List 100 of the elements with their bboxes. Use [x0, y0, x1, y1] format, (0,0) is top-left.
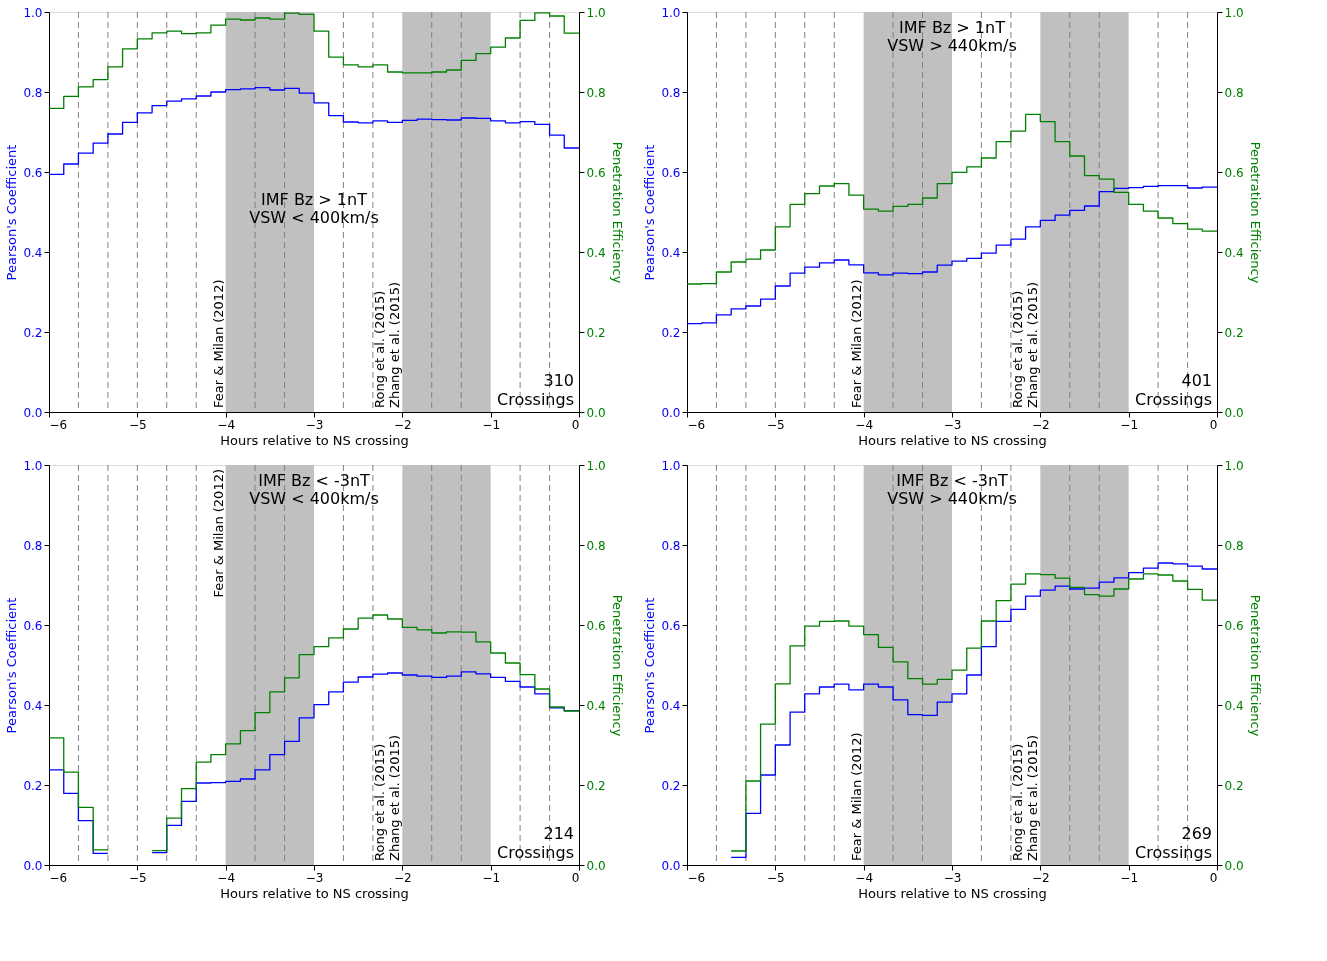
x-tick-label: −4 — [217, 870, 236, 885]
x-tick-label: −2 — [1031, 870, 1050, 885]
x-axis-title: Hours relative to NS crossing — [858, 885, 1047, 901]
y2-axis-title: Penetration Efficiency — [1247, 141, 1263, 284]
y-tick-label: 0.6 — [661, 618, 681, 633]
y2-tick-label: 0.6 — [1224, 165, 1244, 180]
y2-tick-label: 0.4 — [1224, 698, 1244, 713]
y-tick-label: 0.8 — [23, 538, 43, 553]
x-axis-title: Hours relative to NS crossing — [220, 885, 409, 901]
y2-tick-label: 0.2 — [1224, 778, 1244, 793]
x-tick-label: −4 — [855, 417, 874, 432]
y-tick-label: 0.2 — [661, 325, 681, 340]
y-tick-label: 0.4 — [23, 698, 43, 713]
y-axis-title: Pearson's Coefficient — [642, 597, 658, 734]
x-tick-label: −6 — [687, 417, 706, 432]
x-tick-label: −3 — [943, 870, 962, 885]
x-tick-label: −3 — [305, 417, 324, 432]
annotation: Rong et al. (2015) Zhang et al. (2015) — [1010, 281, 1041, 408]
annotation: Rong et al. (2015) Zhang et al. (2015) — [372, 734, 403, 861]
y-tick-label: 0.2 — [23, 778, 43, 793]
y2-axis-title: Penetration Efficiency — [609, 141, 625, 284]
annotation: Fear & Milan (2012) — [210, 279, 226, 408]
y2-axis-title: Penetration Efficiency — [1247, 594, 1263, 737]
x-tick-label: −2 — [393, 417, 412, 432]
annotation: Fear & Milan (2012) — [848, 279, 864, 408]
annotation: 269 Crossings — [1135, 824, 1212, 862]
x-tick-label: −3 — [305, 870, 324, 885]
y-tick-label: 0.6 — [661, 165, 681, 180]
y2-tick-label: 0.4 — [1224, 245, 1244, 260]
y-tick-label: 0.4 — [23, 245, 43, 260]
y2-tick-label: 1.0 — [586, 458, 606, 473]
x-axis-title: Hours relative to NS crossing — [858, 432, 1047, 448]
annotation: 310 Crossings — [497, 371, 574, 409]
annotation: 401 Crossings — [1135, 371, 1212, 409]
x-tick-label: −5 — [766, 417, 785, 432]
x-tick-label: −6 — [49, 870, 68, 885]
y-tick-label: 0.8 — [661, 85, 681, 100]
x-tick-label: −4 — [217, 417, 236, 432]
y2-tick-label: 0.0 — [1224, 858, 1244, 873]
y-tick-label: 0.2 — [661, 778, 681, 793]
y-tick-label: 0.6 — [23, 618, 43, 633]
x-tick-label: −6 — [49, 417, 68, 432]
x-tick-label: −1 — [482, 417, 501, 432]
annotation: Fear & Milan (2012) — [210, 469, 226, 598]
y2-tick-label: 1.0 — [1224, 5, 1244, 20]
x-tick-label: 0 — [1209, 870, 1218, 885]
y-tick-label: 0.0 — [661, 858, 681, 873]
y2-tick-label: 0.8 — [1224, 85, 1244, 100]
y2-tick-label: 0.8 — [1224, 538, 1244, 553]
y-tick-label: 0.6 — [23, 165, 43, 180]
x-tick-label: −5 — [128, 417, 147, 432]
y-tick-label: 1.0 — [23, 458, 43, 473]
y-tick-label: 0.4 — [661, 698, 681, 713]
y-tick-label: 0.4 — [661, 245, 681, 260]
x-axis-title: Hours relative to NS crossing — [220, 432, 409, 448]
annotation: IMF Bz < -3nT VSW < 400km/s — [249, 471, 379, 508]
y2-tick-label: 0.2 — [1224, 325, 1244, 340]
y-tick-label: 0.0 — [23, 858, 43, 873]
y-tick-label: 1.0 — [23, 5, 43, 20]
x-tick-label: −6 — [687, 870, 706, 885]
y2-axis-title: Penetration Efficiency — [609, 594, 625, 737]
x-tick-label: −5 — [766, 870, 785, 885]
annotation: IMF Bz > 1nT VSW > 440km/s — [887, 18, 1017, 55]
y-tick-label: 0.8 — [23, 85, 43, 100]
annotation: IMF Bz < -3nT VSW > 440km/s — [887, 471, 1017, 508]
y2-tick-label: 0.4 — [586, 245, 606, 260]
x-tick-label: −1 — [482, 870, 501, 885]
annotation: 214 Crossings — [497, 824, 574, 862]
y-axis-title: Pearson's Coefficient — [4, 144, 20, 281]
annotation: Rong et al. (2015) Zhang et al. (2015) — [1010, 734, 1041, 861]
y2-tick-label: 0.2 — [586, 325, 606, 340]
y-tick-label: 0.8 — [661, 538, 681, 553]
x-tick-label: −5 — [128, 870, 147, 885]
y2-tick-label: 0.2 — [586, 778, 606, 793]
y2-tick-label: 0.4 — [586, 698, 606, 713]
x-tick-label: −1 — [1120, 870, 1139, 885]
y2-tick-label: 0.6 — [1224, 618, 1244, 633]
annotation: IMF Bz > 1nT VSW < 400km/s — [249, 190, 379, 227]
y2-tick-label: 0.6 — [586, 165, 606, 180]
y-axis-title: Pearson's Coefficient — [4, 597, 20, 734]
x-tick-label: −3 — [943, 417, 962, 432]
x-tick-label: −1 — [1120, 417, 1139, 432]
x-tick-label: 0 — [1209, 417, 1218, 432]
y-tick-label: 1.0 — [661, 458, 681, 473]
y-tick-label: 0.0 — [23, 405, 43, 420]
y-tick-label: 0.0 — [661, 405, 681, 420]
annotation: Rong et al. (2015) Zhang et al. (2015) — [372, 281, 403, 408]
y-axis-title: Pearson's Coefficient — [642, 144, 658, 281]
y-tick-label: 1.0 — [661, 5, 681, 20]
y2-tick-label: 1.0 — [586, 5, 606, 20]
x-tick-label: 0 — [571, 870, 580, 885]
y2-tick-label: 0.8 — [586, 538, 606, 553]
x-tick-label: 0 — [571, 417, 580, 432]
x-tick-label: −2 — [1031, 417, 1050, 432]
annotation: Fear & Milan (2012) — [848, 732, 864, 861]
y2-tick-label: 1.0 — [1224, 458, 1244, 473]
y2-tick-label: 0.0 — [1224, 405, 1244, 420]
y2-tick-label: 0.0 — [586, 858, 606, 873]
x-tick-label: −4 — [855, 870, 874, 885]
x-tick-label: −2 — [393, 870, 412, 885]
